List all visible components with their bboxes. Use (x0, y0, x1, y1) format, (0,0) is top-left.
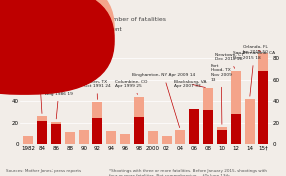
Bar (231, 71, 241, 144)
Bar (189, 111, 199, 144)
Bar (217, 127, 227, 144)
Bar (231, 114, 241, 144)
Text: Sources: Mother Jones; press reports: Sources: Mother Jones; press reports (6, 169, 81, 173)
Bar (259, 52, 268, 144)
Text: Newtown, CT
Dec 2012 28: Newtown, CT Dec 2012 28 (215, 53, 244, 68)
Bar (51, 122, 61, 144)
Bar (92, 102, 102, 144)
Bar (189, 109, 199, 144)
Bar (92, 118, 102, 144)
Text: San Ysidro, CA
Jul 1984 22: San Ysidro, CA Jul 1984 22 (24, 76, 56, 114)
Bar (23, 136, 33, 144)
Bar (134, 97, 144, 144)
Text: Killeen, TX
Oct 1991 24: Killeen, TX Oct 1991 24 (84, 80, 110, 99)
Bar (203, 88, 213, 144)
Bar (134, 117, 144, 144)
Bar (245, 99, 255, 144)
Text: Columbine, CO
Apr 1999 25: Columbine, CO Apr 1999 25 (116, 80, 148, 94)
Text: Individual mass shooting incident: Individual mass shooting incident (29, 27, 122, 32)
Text: United States, 1982-2016, number of fatalities: United States, 1982-2016, number of fata… (20, 17, 166, 22)
Bar (65, 132, 75, 144)
Text: Edmond, OK
Aug 1986 19: Edmond, OK Aug 1986 19 (45, 87, 73, 119)
Text: Mass shootings*: Mass shootings* (20, 4, 104, 13)
Text: Fort
Hood, TX
Nov 2009
13: Fort Hood, TX Nov 2009 13 (211, 64, 232, 124)
Text: Orlando, FL
Jan 2016 50: Orlando, FL Jan 2016 50 (243, 45, 269, 54)
Bar (79, 130, 89, 144)
Text: San Bernardino, CA
Dec 2015 18: San Bernardino, CA Dec 2015 18 (233, 52, 275, 96)
Bar (37, 121, 47, 144)
Text: Blacksburg, VA
Apr 2007 33: Blacksburg, VA Apr 2007 33 (174, 80, 206, 88)
Text: *Shootings with three or more fatalities. Before January 2015, shootings with
fo: *Shootings with three or more fatalities… (109, 169, 267, 176)
Bar (175, 130, 185, 144)
Bar (259, 71, 268, 144)
Bar (120, 134, 130, 144)
Bar (51, 124, 61, 144)
Bar (148, 131, 158, 144)
Bar (106, 131, 116, 144)
Bar (203, 110, 213, 144)
Bar (217, 130, 227, 144)
Text: Binghamton, NY Apr 2009 14: Binghamton, NY Apr 2009 14 (132, 73, 195, 128)
Text: Ten deadliest: Ten deadliest (29, 38, 65, 43)
Bar (37, 116, 47, 144)
Bar (162, 136, 172, 144)
